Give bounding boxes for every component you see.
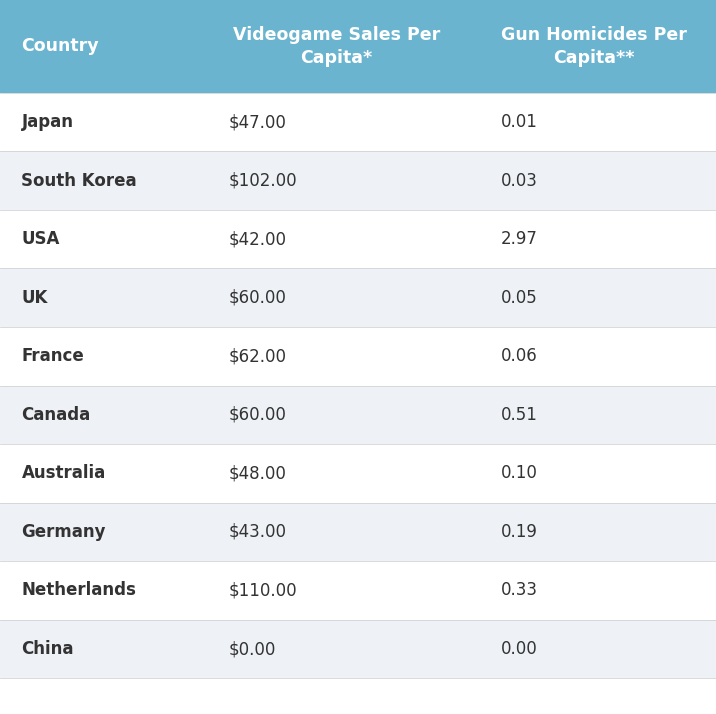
FancyBboxPatch shape <box>0 93 200 151</box>
FancyBboxPatch shape <box>473 327 716 386</box>
FancyBboxPatch shape <box>473 620 716 678</box>
Text: 0.10: 0.10 <box>501 464 538 483</box>
Text: Videogame Sales Per
Capita*: Videogame Sales Per Capita* <box>233 26 440 67</box>
FancyBboxPatch shape <box>473 268 716 327</box>
Text: $0.00: $0.00 <box>229 640 276 658</box>
FancyBboxPatch shape <box>200 268 473 327</box>
Text: 2.97: 2.97 <box>501 230 538 248</box>
FancyBboxPatch shape <box>473 503 716 561</box>
FancyBboxPatch shape <box>473 561 716 620</box>
FancyBboxPatch shape <box>200 93 473 151</box>
Text: 0.03: 0.03 <box>501 171 538 190</box>
Text: 0.00: 0.00 <box>501 640 538 658</box>
Text: $43.00: $43.00 <box>229 523 287 541</box>
Text: $60.00: $60.00 <box>229 288 287 307</box>
FancyBboxPatch shape <box>473 0 716 93</box>
Text: $60.00: $60.00 <box>229 406 287 424</box>
Text: 0.19: 0.19 <box>501 523 538 541</box>
FancyBboxPatch shape <box>200 0 473 93</box>
Text: $48.00: $48.00 <box>229 464 287 483</box>
Text: South Korea: South Korea <box>21 171 137 190</box>
FancyBboxPatch shape <box>0 386 200 444</box>
FancyBboxPatch shape <box>200 386 473 444</box>
Text: Australia: Australia <box>21 464 106 483</box>
FancyBboxPatch shape <box>0 151 200 210</box>
FancyBboxPatch shape <box>473 151 716 210</box>
Text: France: France <box>21 347 84 366</box>
FancyBboxPatch shape <box>200 561 473 620</box>
Text: 0.01: 0.01 <box>501 113 538 131</box>
Text: UK: UK <box>21 288 48 307</box>
FancyBboxPatch shape <box>200 327 473 386</box>
Text: $110.00: $110.00 <box>229 581 298 600</box>
Text: Japan: Japan <box>21 113 74 131</box>
FancyBboxPatch shape <box>200 444 473 503</box>
Text: Germany: Germany <box>21 523 106 541</box>
Text: 0.05: 0.05 <box>501 288 538 307</box>
Text: 0.51: 0.51 <box>501 406 538 424</box>
FancyBboxPatch shape <box>200 210 473 268</box>
FancyBboxPatch shape <box>200 620 473 678</box>
Text: USA: USA <box>21 230 60 248</box>
Text: $102.00: $102.00 <box>229 171 298 190</box>
Text: 0.33: 0.33 <box>501 581 538 600</box>
Text: $47.00: $47.00 <box>229 113 287 131</box>
Text: 0.06: 0.06 <box>501 347 538 366</box>
Text: Canada: Canada <box>21 406 91 424</box>
FancyBboxPatch shape <box>473 444 716 503</box>
FancyBboxPatch shape <box>200 503 473 561</box>
Text: China: China <box>21 640 74 658</box>
FancyBboxPatch shape <box>0 561 200 620</box>
Text: Country: Country <box>21 37 99 56</box>
Text: $42.00: $42.00 <box>229 230 287 248</box>
Text: Gun Homicides Per
Capita**: Gun Homicides Per Capita** <box>501 26 687 67</box>
FancyBboxPatch shape <box>473 210 716 268</box>
FancyBboxPatch shape <box>200 151 473 210</box>
FancyBboxPatch shape <box>0 268 200 327</box>
FancyBboxPatch shape <box>0 210 200 268</box>
FancyBboxPatch shape <box>0 444 200 503</box>
FancyBboxPatch shape <box>473 386 716 444</box>
FancyBboxPatch shape <box>0 503 200 561</box>
Text: $62.00: $62.00 <box>229 347 287 366</box>
FancyBboxPatch shape <box>0 0 200 93</box>
FancyBboxPatch shape <box>0 620 200 678</box>
FancyBboxPatch shape <box>0 327 200 386</box>
FancyBboxPatch shape <box>473 93 716 151</box>
Text: Netherlands: Netherlands <box>21 581 136 600</box>
